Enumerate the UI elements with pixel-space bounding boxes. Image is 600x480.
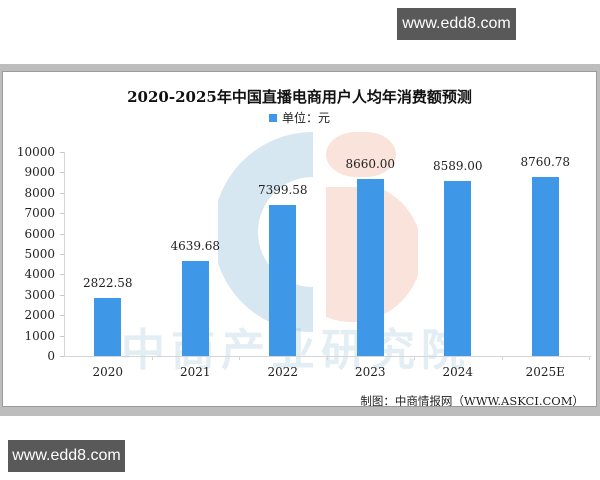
watermark-top: www.edd8.com	[397, 8, 516, 40]
chart-frame: 中商产业研究院 2020-2025年中国直播电商用户人均年消费额预测 单位：元 …	[0, 64, 600, 416]
bar-2022	[269, 205, 297, 356]
x-tick-mark	[239, 356, 240, 360]
bar-2025E	[531, 177, 559, 356]
bar-2020	[94, 298, 122, 356]
y-tick-label: 5000	[24, 247, 55, 261]
bar-value-label: 8760.78	[520, 155, 571, 170]
y-tick-label: 4000	[24, 267, 55, 282]
chart-legend: 单位：元	[3, 109, 596, 126]
y-tick-label: 0	[47, 349, 55, 363]
chart-title: 2020-2025年中国直播电商用户人均年消费额预测	[127, 88, 472, 106]
bar-2024	[444, 180, 472, 356]
bar-2023	[356, 179, 384, 356]
legend-label: 单位：元	[281, 111, 330, 125]
y-tick-mark	[60, 172, 64, 173]
y-tick-mark	[60, 152, 64, 153]
x-tick-mark	[414, 356, 415, 360]
y-tick-label: 1000	[24, 328, 55, 343]
x-tick-mark	[501, 356, 503, 360]
y-tick-mark	[60, 234, 64, 235]
bar-value-label: 8589.00	[432, 158, 483, 173]
x-tick-label: 2021	[179, 365, 211, 379]
x-tick-label: 2022	[267, 365, 299, 379]
y-tick-label: 3000	[24, 287, 55, 302]
x-tick-label: 2024	[442, 365, 474, 379]
y-tick-label: 6000	[24, 226, 55, 241]
x-tick-label: 2020	[92, 365, 124, 379]
chart-panel: 中商产业研究院 2020-2025年中国直播电商用户人均年消费额预测 单位：元 …	[2, 71, 597, 407]
y-tick-mark	[60, 193, 64, 194]
watermark-bottom: www.edd8.com	[8, 440, 125, 472]
x-tick-mark	[589, 356, 590, 360]
x-tick-label: 2023	[354, 365, 386, 379]
y-tick-mark	[60, 213, 64, 214]
bar-value-label: 4639.68	[170, 239, 221, 254]
bar-2021	[181, 261, 209, 356]
y-tick-mark	[60, 315, 64, 316]
y-tick-mark	[60, 295, 64, 296]
bar-value-label: 2822.58	[82, 276, 133, 291]
y-axis-line	[64, 152, 65, 357]
y-tick-label: 8000	[24, 185, 55, 200]
x-axis-line	[64, 356, 591, 357]
y-tick-label: 10000	[16, 145, 55, 159]
y-tick-label: 9000	[24, 165, 55, 180]
y-tick-mark	[60, 274, 64, 275]
x-tick-mark	[151, 356, 153, 360]
x-tick-label: 2025E	[525, 365, 565, 379]
y-tick-mark	[60, 356, 64, 357]
bar-value-label: 8660.00	[345, 157, 396, 172]
y-tick-mark	[60, 254, 64, 255]
x-tick-mark	[326, 356, 328, 360]
y-tick-mark	[60, 336, 64, 337]
legend-swatch-icon	[268, 113, 277, 122]
y-tick-label: 7000	[24, 206, 55, 221]
y-tick-label: 2000	[24, 308, 55, 323]
bar-value-label: 7399.58	[257, 183, 308, 198]
chart-source: 制图：中商情报网（WWW.ASKCI.COM）	[360, 394, 584, 407]
